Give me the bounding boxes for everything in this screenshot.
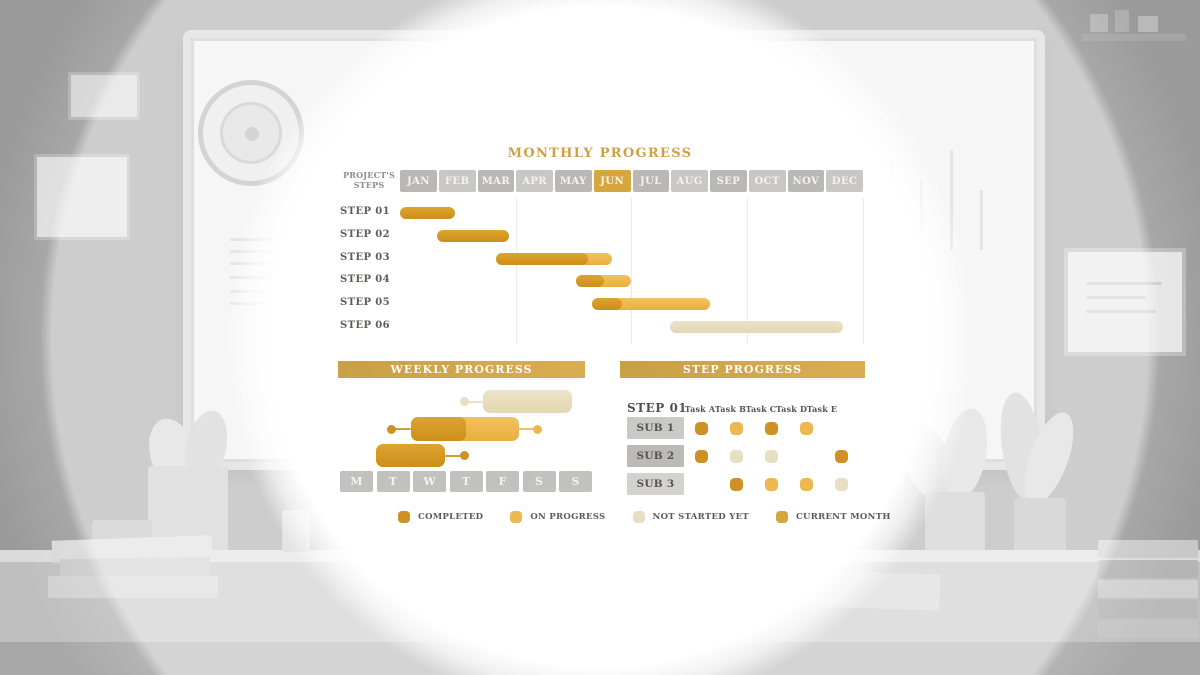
- background-halo-circle: [225, 0, 975, 675]
- matrix-dot-on_progress: [764, 477, 778, 491]
- matrix-dot-completed: [729, 477, 743, 491]
- gantt-step-label: STEP 01: [339, 206, 390, 217]
- weekly-connector-dot: [533, 424, 543, 434]
- projects-steps-axis-label-line2: STEPS: [353, 180, 385, 190]
- step-progress-matrix: STEP 01 Task A Task B Task C Task D Task E SU…: [620, 393, 876, 501]
- projects-steps-axis-label: PROJECT'S STEPS: [338, 170, 400, 190]
- month-cell-oct: OCT: [748, 170, 786, 192]
- legend-item-current_month: CURRENT MONTH: [775, 511, 891, 523]
- day-cell-0: M: [340, 471, 373, 492]
- matrix-dot-completed: [764, 421, 778, 435]
- month-cell-jun: JUN: [593, 170, 631, 192]
- legend-dot-not_started: [632, 511, 645, 523]
- gantt-step-label: STEP 04: [339, 274, 390, 286]
- weekly-connector-dot: [460, 397, 470, 406]
- month-cell-dec: DEC: [826, 170, 863, 192]
- weekly-connector-line: [391, 428, 412, 430]
- quarter-gridline: [862, 198, 864, 344]
- task-header-2: Task B: [714, 404, 747, 414]
- legend-label-on_progress: ON PROGRESS: [530, 512, 606, 522]
- month-cell-aug: AUG: [671, 170, 708, 192]
- legend-dot-current_month: [775, 511, 788, 523]
- gantt-bar-segment-completed: [591, 298, 622, 311]
- gantt-step-label: STEP 05: [339, 297, 390, 309]
- matrix-dot-completed: [694, 421, 708, 435]
- legend-item-completed: COMPLETED: [398, 511, 483, 523]
- month-cell-nov: NOV: [787, 170, 825, 192]
- step-progress-header: STEP PROGRESS: [620, 361, 865, 378]
- matrix-dot-completed: [694, 449, 708, 463]
- day-cell-2: W: [413, 471, 446, 492]
- sub-label-2: SUB 2: [627, 445, 684, 467]
- gantt-bar-segment-not_started: [669, 321, 844, 333]
- day-cell-4: F: [486, 471, 519, 492]
- matrix-dot-completed: [834, 449, 848, 463]
- gantt-bar-segment-completed: [496, 252, 588, 265]
- month-cell-jan: JAN: [400, 170, 437, 192]
- sub-label-3: SUB 3: [627, 473, 684, 495]
- task-header-1: Task A: [684, 404, 716, 414]
- weekly-connector-line: [518, 428, 538, 430]
- day-cell-1: T: [376, 471, 410, 492]
- month-cell-may: MAY: [555, 170, 592, 192]
- legend-label-not_started: NOT STARTED YET: [652, 512, 749, 522]
- weekly-connector-dot: [459, 451, 469, 460]
- month-cell-apr: APR: [516, 170, 553, 192]
- gantt-bar-segment-completed: [575, 275, 604, 288]
- legend-dot-on_progress: [510, 511, 523, 523]
- legend-item-on_progress: ON PROGRESS: [510, 511, 605, 523]
- legend-label-completed: COMPLETED: [418, 512, 484, 522]
- task-header-3: Task C: [745, 404, 777, 414]
- weekly-bar-segment-completed: [376, 444, 446, 467]
- day-cell-5: S: [522, 471, 556, 492]
- quarter-gridline: [631, 198, 633, 344]
- matrix-dot-on_progress: [799, 477, 813, 491]
- matrix-step-label: STEP 01: [627, 401, 688, 415]
- matrix-dot-on_progress: [729, 421, 743, 435]
- matrix-dot-not_started: [764, 449, 778, 463]
- day-cell-6: S: [559, 471, 592, 492]
- weekly-connector-dot: [386, 424, 396, 434]
- legend-item-not_started: NOT STARTED YET: [632, 511, 749, 523]
- sub-label-1: SUB 1: [627, 417, 684, 439]
- monthly-progress-title: MONTHLY PROGRESS: [507, 146, 693, 161]
- weekly-bar-segment-not_started: [483, 390, 573, 413]
- weekly-connector-line: [464, 400, 484, 403]
- quarter-gridline: [746, 198, 748, 344]
- legend-dot-completed: [398, 511, 410, 523]
- weekly-connector-line: [445, 454, 465, 457]
- legend-label-current_month: CURRENT MONTH: [795, 512, 891, 522]
- matrix-dot-on_progress: [799, 421, 813, 435]
- month-cell-mar: MAR: [477, 170, 515, 192]
- month-cell-sep: SEP: [710, 170, 747, 192]
- legend: COMPLETED ON PROGRESS NOT STARTED YET CURRE…: [398, 511, 891, 523]
- gantt-step-label: STEP 02: [339, 228, 390, 240]
- gantt-rows: STEP 01 STEP 02 STEP 03 STEP 04 STEP 05 STEP …: [330, 196, 875, 346]
- month-cell-jul: JUL: [632, 170, 670, 192]
- gantt-step-label: STEP 03: [339, 251, 390, 263]
- projects-steps-axis-label-line1: PROJECT'S: [343, 170, 395, 180]
- gantt-step-label: STEP 06: [339, 320, 390, 331]
- matrix-dot-not_started: [834, 477, 848, 491]
- task-header-4: Task D: [775, 404, 808, 414]
- day-cell-3: T: [449, 471, 483, 492]
- month-cell-feb: FEB: [438, 170, 476, 192]
- matrix-dot-not_started: [729, 449, 743, 463]
- weekly-progress-header: WEEKLY PROGRESS: [338, 361, 585, 378]
- weekly-bar-segment-completed: [411, 417, 466, 441]
- weekly-bars: [340, 385, 596, 471]
- quarter-gridline: [515, 198, 517, 344]
- task-header-5: Task E: [806, 404, 838, 414]
- month-row: JAN FEB MAR APR MAY JUN JUL AUG SEP OCT NOV DEC: [400, 170, 863, 192]
- gantt-bar-segment-completed: [436, 229, 510, 242]
- gantt-bar-segment-completed: [400, 207, 455, 219]
